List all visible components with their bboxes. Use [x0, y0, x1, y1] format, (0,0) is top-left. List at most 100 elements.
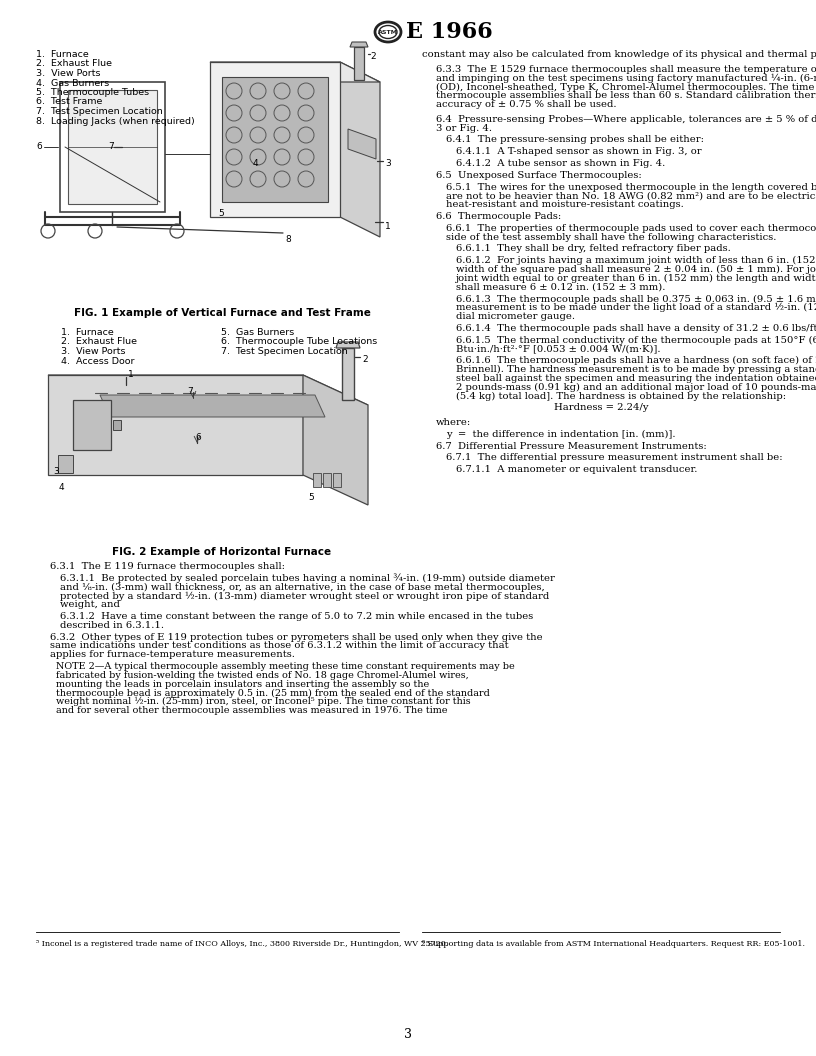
- Polygon shape: [210, 62, 340, 216]
- Text: 3.  View Ports: 3. View Ports: [61, 347, 126, 356]
- Polygon shape: [348, 129, 376, 159]
- Text: 3 or Fig. 4.: 3 or Fig. 4.: [436, 124, 492, 133]
- Text: 1: 1: [385, 222, 391, 231]
- Text: 4.  Gas Burners: 4. Gas Burners: [36, 78, 109, 88]
- Polygon shape: [342, 348, 354, 400]
- Text: heat-resistant and moisture-resistant coatings.: heat-resistant and moisture-resistant co…: [446, 201, 684, 209]
- Text: are not to be heavier than No. 18 AWG (0.82 mm²) and are to be electrically insu: are not to be heavier than No. 18 AWG (0…: [446, 191, 816, 201]
- Text: 5.  Gas Burners: 5. Gas Burners: [221, 328, 295, 337]
- Text: 6.6.1.6  The thermocouple pads shall have a hardness (on soft face) of 2.25 to 4: 6.6.1.6 The thermocouple pads shall have…: [456, 356, 816, 365]
- Text: 7: 7: [187, 386, 193, 396]
- Polygon shape: [336, 342, 360, 348]
- Text: 6: 6: [36, 142, 42, 151]
- Text: 7.  Test Specimen Location: 7. Test Specimen Location: [221, 347, 348, 356]
- Polygon shape: [222, 77, 328, 202]
- Text: joint width equal to or greater than 6 in. (152 mm) the length and width of the : joint width equal to or greater than 6 i…: [456, 274, 816, 283]
- Text: shall measure 6 ± 0.12 in. (152 ± 3 mm).: shall measure 6 ± 0.12 in. (152 ± 3 mm).: [456, 283, 665, 291]
- Text: FIG. 1 Example of Vertical Furnace and Test Frame: FIG. 1 Example of Vertical Furnace and T…: [73, 308, 370, 318]
- Text: weight, and: weight, and: [60, 600, 120, 609]
- Text: Brinnell). The hardness measurement is to be made by pressing a standard 1-in. (: Brinnell). The hardness measurement is t…: [456, 365, 816, 374]
- Text: E 1966: E 1966: [406, 21, 493, 43]
- Text: 6.6.1.2  For joints having a maximum joint width of less than 6 in. (152 mm) the: 6.6.1.2 For joints having a maximum join…: [456, 257, 816, 265]
- Text: 5: 5: [308, 493, 313, 502]
- Text: 5: 5: [218, 209, 224, 218]
- Text: 3: 3: [385, 159, 391, 168]
- Text: 8.  Loading Jacks (when required): 8. Loading Jacks (when required): [36, 116, 195, 126]
- Text: 6.6.1.3  The thermocouple pads shall be 0.375 ± 0.063 in. (9.5 ± 1.6 mm) thick. : 6.6.1.3 The thermocouple pads shall be 0…: [456, 295, 816, 303]
- Text: Hardness = 2.24/y: Hardness = 2.24/y: [554, 403, 648, 412]
- Text: 6.7  Differential Pressure Measurement Instruments:: 6.7 Differential Pressure Measurement In…: [436, 441, 707, 451]
- Text: 7.  Test Specimen Location: 7. Test Specimen Location: [36, 107, 162, 116]
- Text: FIG. 2 Example of Horizontal Furnace: FIG. 2 Example of Horizontal Furnace: [113, 547, 331, 557]
- Text: constant may also be calculated from knowledge of its physical and thermal prope: constant may also be calculated from kno…: [422, 50, 816, 59]
- Polygon shape: [100, 395, 325, 417]
- Polygon shape: [323, 473, 331, 487]
- Text: 6.  Thermocouple Tube Locations: 6. Thermocouple Tube Locations: [221, 338, 377, 346]
- Text: 3: 3: [53, 467, 59, 476]
- Polygon shape: [113, 420, 121, 430]
- Text: and ⅛-in. (3-mm) wall thickness, or, as an alternative, in the case of base meta: and ⅛-in. (3-mm) wall thickness, or, as …: [60, 583, 545, 591]
- Polygon shape: [340, 62, 380, 237]
- Text: ⁶ Supporting data is available from ASTM International Headquarters. Request RR:: ⁶ Supporting data is available from ASTM…: [422, 940, 805, 948]
- Text: 5.  Thermocouple Tubes: 5. Thermocouple Tubes: [36, 88, 149, 97]
- Text: (5.4 kg) total load]. The hardness is obtained by the relationship:: (5.4 kg) total load]. The hardness is ob…: [456, 392, 786, 400]
- Polygon shape: [313, 473, 321, 487]
- Text: 4.  Access Door: 4. Access Door: [61, 357, 135, 365]
- Text: side of the test assembly shall have the following characteristics.: side of the test assembly shall have the…: [446, 232, 776, 242]
- Polygon shape: [73, 400, 111, 450]
- Text: mounting the leads in porcelain insulators and inserting the assembly so the: mounting the leads in porcelain insulato…: [56, 680, 429, 689]
- Text: 6.3.3  The E 1529 furnace thermocouples shall measure the temperature of the gas: 6.3.3 The E 1529 furnace thermocouples s…: [436, 64, 816, 74]
- Text: same indications under test conditions as those of 6.3.1.2 within the limit of a: same indications under test conditions a…: [50, 641, 508, 650]
- Text: NOTE 2—A typical thermocouple assembly meeting these time constant requirements : NOTE 2—A typical thermocouple assembly m…: [56, 662, 515, 671]
- Text: accuracy of ± 0.75 % shall be used.: accuracy of ± 0.75 % shall be used.: [436, 100, 617, 109]
- Text: 6.7.1  The differential pressure measurement instrument shall be:: 6.7.1 The differential pressure measurem…: [446, 453, 783, 463]
- Text: 6.7.1.1  A manometer or equivalent transducer.: 6.7.1.1 A manometer or equivalent transd…: [456, 466, 698, 474]
- Text: protected by a standard ½-in. (13-mm) diameter wrought steel or wrought iron pip: protected by a standard ½-in. (13-mm) di…: [60, 591, 549, 601]
- Text: 7: 7: [108, 142, 113, 151]
- Text: 1.  Furnace: 1. Furnace: [61, 328, 113, 337]
- Text: 6.6.1.1  They shall be dry, felted refractory fiber pads.: 6.6.1.1 They shall be dry, felted refrac…: [456, 244, 731, 253]
- Text: applies for furnace-temperature measurements.: applies for furnace-temperature measurem…: [50, 650, 295, 659]
- Text: 6.3.1.2  Have a time constant between the range of 5.0 to 7.2 min while encased : 6.3.1.2 Have a time constant between the…: [60, 612, 533, 621]
- Text: 6.6  Thermocouple Pads:: 6.6 Thermocouple Pads:: [436, 212, 561, 221]
- Text: ⁵ Inconel is a registered trade name of INCO Alloys, Inc., 3800 Riverside Dr., H: ⁵ Inconel is a registered trade name of …: [36, 940, 448, 948]
- Text: 2.  Exhaust Flue: 2. Exhaust Flue: [36, 59, 112, 69]
- Text: steel ball against the specimen and measuring the indentation obtained between a: steel ball against the specimen and meas…: [456, 374, 816, 383]
- Text: 6.  Test Frame: 6. Test Frame: [36, 97, 102, 107]
- Text: 2.  Exhaust Flue: 2. Exhaust Flue: [61, 338, 137, 346]
- Polygon shape: [333, 473, 341, 487]
- Text: thermocouple bead is approximately 0.5 in. (25 mm) from the sealed end of the st: thermocouple bead is approximately 0.5 i…: [56, 689, 490, 698]
- Polygon shape: [68, 90, 157, 204]
- Text: fabricated by fusion-welding the twisted ends of No. 18 gage Chromel-Alumel wire: fabricated by fusion-welding the twisted…: [56, 671, 468, 680]
- Polygon shape: [210, 62, 380, 82]
- Text: weight nominal ½-in. (25-mm) iron, steel, or Inconel⁵ pipe. The time constant fo: weight nominal ½-in. (25-mm) iron, steel…: [56, 697, 471, 706]
- Text: 1.  Furnace: 1. Furnace: [36, 50, 89, 59]
- Text: 6.5.1  The wires for the unexposed thermocouple in the length covered by the the: 6.5.1 The wires for the unexposed thermo…: [446, 183, 816, 191]
- Text: y  =  the difference in indentation [in. (mm)].: y = the difference in indentation [in. (…: [446, 430, 676, 439]
- Text: (OD), Inconel-sheathed, Type K, Chromel-Alumel thermocouples. The time constant,: (OD), Inconel-sheathed, Type K, Chromel-…: [436, 82, 816, 92]
- Polygon shape: [48, 375, 303, 475]
- Text: thermocouple assemblies shall be less than 60 s. Standard calibration thermocoup: thermocouple assemblies shall be less th…: [436, 91, 816, 100]
- Text: 6.5  Unexposed Surface Thermocouples:: 6.5 Unexposed Surface Thermocouples:: [436, 171, 641, 180]
- Text: 3.  View Ports: 3. View Ports: [36, 69, 100, 78]
- Text: 6.3.1  The E 119 furnace thermocouples shall:: 6.3.1 The E 119 furnace thermocouples sh…: [50, 562, 285, 571]
- Text: 6.4.1.1  A T-shaped sensor as shown in Fig. 3, or: 6.4.1.1 A T-shaped sensor as shown in Fi…: [456, 147, 702, 156]
- Text: 6.4  Pressure-sensing Probes—Where applicable, tolerances are ± 5 % of dimension: 6.4 Pressure-sensing Probes—Where applic…: [436, 115, 816, 124]
- Text: Btu·in./h·ft²·°F [0.053 ± 0.004 W/(m·K)].: Btu·in./h·ft²·°F [0.053 ± 0.004 W/(m·K)]…: [456, 344, 660, 354]
- Text: 6.3.2  Other types of E 119 protection tubes or pyrometers shall be used only wh: 6.3.2 Other types of E 119 protection tu…: [50, 633, 543, 642]
- Text: 6.6.1.4  The thermocouple pads shall have a density of 31.2 ± 0.6 lbs/ft³ (500 ±: 6.6.1.4 The thermocouple pads shall have…: [456, 324, 816, 333]
- Text: width of the square pad shall measure 2 ± 0.04 in. (50 ± 1 mm). For joints havin: width of the square pad shall measure 2 …: [456, 265, 816, 275]
- Text: dial micrometer gauge.: dial micrometer gauge.: [456, 312, 575, 321]
- Text: 4: 4: [59, 483, 64, 492]
- Polygon shape: [48, 375, 368, 406]
- Text: 6.6.1.5  The thermal conductivity of the thermocouple pads at 150°F (66°C) shall: 6.6.1.5 The thermal conductivity of the …: [456, 336, 816, 344]
- Text: where:: where:: [436, 418, 472, 427]
- Text: 6.6.1  The properties of thermocouple pads used to cover each thermocouple on th: 6.6.1 The properties of thermocouple pad…: [446, 224, 816, 232]
- Text: 6.3.1.1  Be protected by sealed porcelain tubes having a nominal ¾-in. (19-mm) o: 6.3.1.1 Be protected by sealed porcelain…: [60, 573, 555, 584]
- Text: ASTM: ASTM: [378, 30, 398, 35]
- Text: 3: 3: [404, 1027, 412, 1041]
- Text: 2: 2: [370, 52, 375, 61]
- Text: 6.4.1.2  A tube sensor as shown in Fig. 4.: 6.4.1.2 A tube sensor as shown in Fig. 4…: [456, 159, 665, 168]
- Text: 1: 1: [128, 370, 134, 379]
- Text: and for several other thermocouple assemblies was measured in 1976. The time: and for several other thermocouple assem…: [56, 706, 447, 715]
